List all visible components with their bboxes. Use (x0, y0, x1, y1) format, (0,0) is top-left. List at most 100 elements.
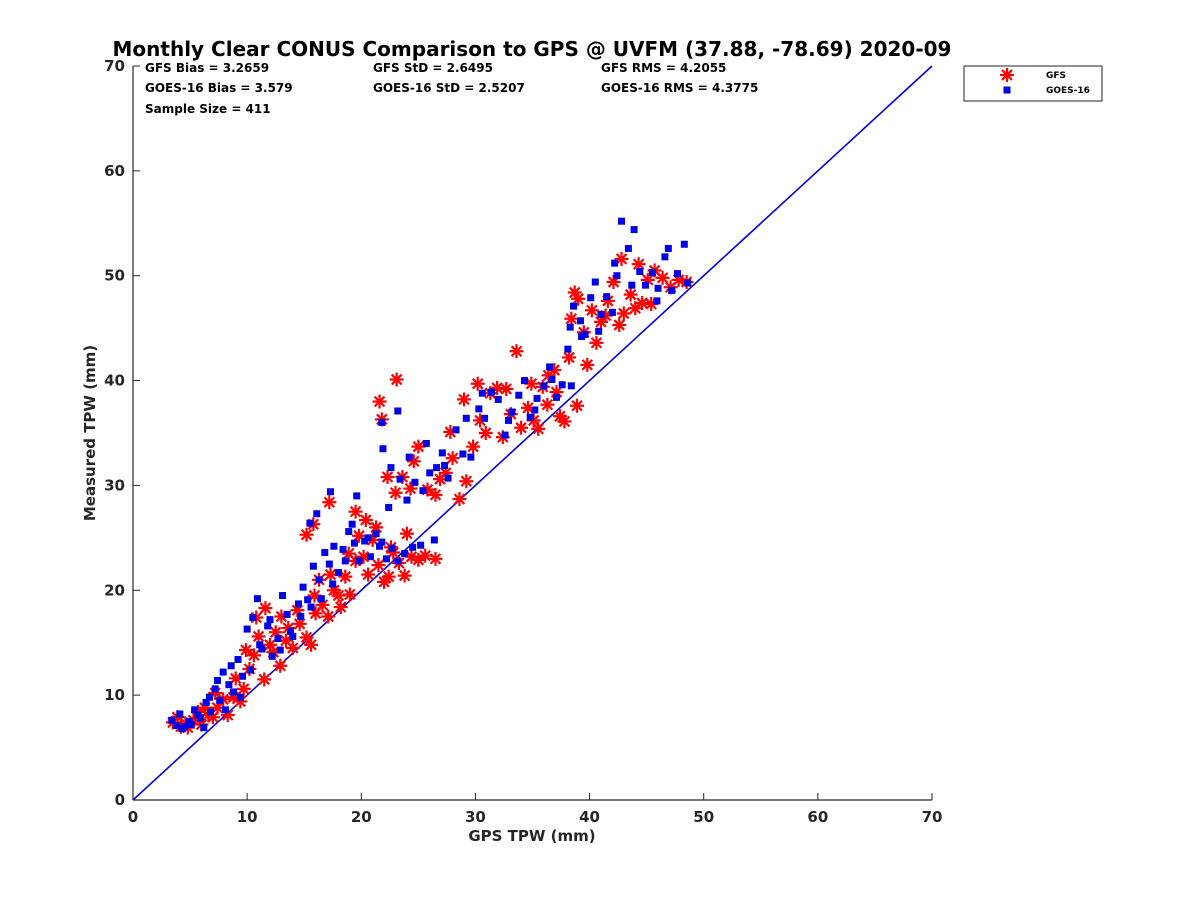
gfs-point (445, 451, 460, 466)
goes16-point (521, 377, 529, 385)
goes16-point (664, 244, 672, 252)
gfs-point (299, 527, 314, 542)
goes16-point (307, 603, 315, 611)
goes16-point (438, 449, 446, 457)
gfs-point (321, 609, 336, 624)
gfs-point (614, 251, 629, 266)
goes16-point (684, 279, 692, 287)
gfs-point (292, 616, 307, 631)
goes16-point (258, 645, 266, 653)
goes16-point (396, 475, 404, 483)
goes16-point (661, 253, 669, 261)
gfs-point (273, 658, 288, 673)
gfs-point (411, 439, 426, 454)
goes16-point (567, 382, 575, 390)
goes16-point (570, 302, 578, 310)
chart-title: Monthly Clear CONUS Comparison to GPS @ … (113, 37, 952, 61)
gfs-point (584, 303, 599, 318)
goes16-point (401, 550, 409, 558)
goes16-point (168, 716, 176, 724)
goes16-point (505, 416, 513, 424)
gfs-point (635, 295, 650, 310)
goes16-point (564, 345, 572, 353)
goes16-point (654, 284, 662, 292)
gfs-point (478, 426, 493, 440)
goes16-point (306, 519, 314, 527)
goes16-point (409, 543, 417, 551)
goes16-point (648, 269, 656, 277)
goes16-point (566, 323, 574, 331)
goes16-point (379, 445, 387, 453)
goes16-point (176, 710, 184, 718)
goes16-point (207, 708, 215, 716)
goes16-point (578, 333, 586, 341)
goes16-point (194, 711, 202, 719)
goes16-point (441, 462, 449, 470)
gfs-point (388, 485, 403, 500)
goes16-point (274, 635, 282, 643)
gfs-point (540, 397, 555, 412)
gfs-point (616, 306, 631, 321)
legend-label-gfs: GFS (1046, 71, 1066, 81)
goes16-point (205, 693, 213, 701)
gfs-point (514, 420, 529, 435)
goes16-point (494, 395, 502, 403)
legend-box (963, 65, 1103, 102)
goes16-point (366, 553, 374, 561)
goes16-point (295, 600, 303, 608)
goes16-point (276, 646, 284, 654)
goes16-point (345, 528, 353, 536)
goes16-point (611, 259, 619, 267)
goes16-point (680, 240, 688, 248)
goes16-point (313, 510, 321, 518)
series-goes16 (168, 217, 692, 733)
gfs-point (236, 681, 251, 696)
gfs-point (589, 335, 604, 350)
goes16-point (642, 281, 650, 289)
goes16-point (341, 557, 349, 565)
goes16-point (330, 542, 338, 550)
goes16-point (297, 613, 305, 620)
goes16-point (624, 244, 632, 252)
goes16-point (317, 595, 325, 603)
legend-goes16-square (1003, 86, 1011, 94)
goes16-point (467, 453, 475, 461)
x-tick-label: 60 (807, 808, 828, 826)
goes16-point (268, 652, 276, 660)
goes16-point (475, 405, 483, 413)
goes16-point (236, 693, 244, 701)
goes16-point (608, 308, 616, 316)
goes16-point (552, 393, 560, 401)
gfs-point (557, 414, 572, 429)
goes16-point (253, 595, 261, 603)
goes16-point (243, 625, 251, 633)
goes16-point (283, 610, 291, 618)
x-tick-label: 50 (693, 808, 714, 826)
goes16-point (172, 722, 180, 730)
goes16-point (597, 311, 605, 319)
y-axis-label: Measured TPW (mm) (81, 345, 99, 521)
goes16-point (256, 641, 264, 649)
gfs-point (331, 588, 346, 603)
gfs-point (299, 630, 314, 645)
goes16-point (546, 363, 554, 371)
gfs-point (509, 344, 524, 359)
goes16-point (394, 407, 402, 415)
goes16-point (548, 376, 556, 384)
goes16-point (200, 724, 208, 732)
x-tick-label: 30 (465, 808, 486, 826)
goes16-point (219, 668, 227, 676)
stat-goes-std: GOES-16 StD = 2.5207 (373, 81, 525, 95)
goes16-point (540, 382, 548, 390)
gfs-point (361, 567, 376, 582)
goes16-point (239, 672, 247, 680)
goes16-point (382, 555, 390, 563)
goes16-point (325, 560, 333, 568)
goes16-point (628, 281, 636, 289)
gfs-point (372, 394, 387, 409)
gfs-point (564, 311, 579, 326)
goes16-point (430, 536, 438, 544)
goes16-point (353, 492, 361, 500)
goes16-point (481, 414, 489, 422)
